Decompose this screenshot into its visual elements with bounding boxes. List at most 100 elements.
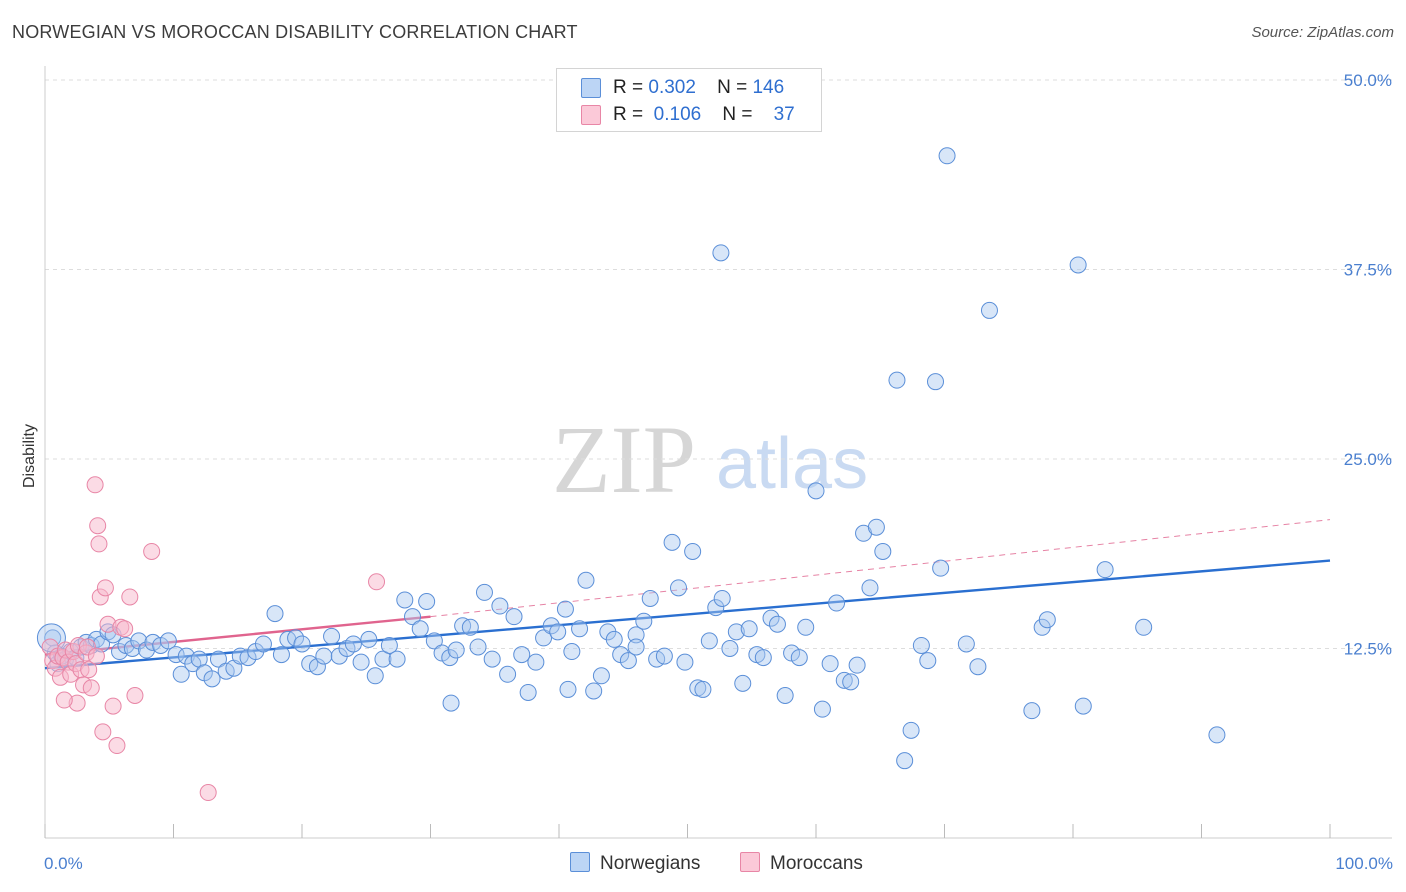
norwegians-point bbox=[315, 647, 333, 665]
norwegians-point bbox=[172, 665, 190, 683]
norwegians-point bbox=[957, 635, 975, 653]
y-tick-labels: 12.5% 25.0% 37.5% 50.0% bbox=[1344, 71, 1392, 659]
norwegians-point bbox=[374, 650, 392, 668]
norwegians-point bbox=[619, 652, 637, 670]
x-tick-label-max: 100.0% bbox=[1335, 854, 1393, 873]
moroccans-point bbox=[368, 573, 386, 591]
norwegians-legend-swatch bbox=[570, 852, 590, 872]
correlation-legend: R = 0.302 N = 146 R = 0.106 N = 37 bbox=[556, 68, 822, 132]
norwegians-point bbox=[491, 597, 509, 615]
norwegians-point bbox=[1023, 702, 1041, 720]
norwegians-point bbox=[627, 626, 645, 644]
y-tick-label: 37.5% bbox=[1344, 261, 1392, 280]
norwegians-point bbox=[287, 629, 305, 647]
norwegians-point bbox=[425, 632, 443, 650]
norwegians-point bbox=[571, 620, 589, 638]
norwegians-point bbox=[912, 636, 930, 654]
moroccans-point bbox=[80, 661, 98, 679]
legend-r-value: 0.106 bbox=[653, 104, 702, 125]
moroccans-point bbox=[121, 588, 139, 606]
norwegians-point bbox=[896, 752, 914, 770]
norwegians-point bbox=[776, 686, 794, 704]
norwegians-point bbox=[1038, 611, 1056, 629]
norwegians-point bbox=[411, 620, 429, 638]
moroccans-point bbox=[126, 686, 144, 704]
norwegians-point bbox=[542, 617, 560, 635]
norwegians-point bbox=[1135, 618, 1153, 636]
legend-item-norwegians[interactable]: Norwegians bbox=[570, 852, 700, 875]
moroccans-point bbox=[89, 517, 107, 535]
moroccans-point bbox=[82, 679, 100, 697]
legend-n-value: 146 bbox=[752, 77, 785, 98]
moroccans-point bbox=[90, 535, 108, 553]
trend-lines bbox=[44, 519, 1331, 670]
y-tick-label: 25.0% bbox=[1344, 450, 1392, 469]
watermark-atlas: atlas bbox=[716, 424, 868, 504]
norwegians-point bbox=[559, 680, 577, 698]
norwegians-point bbox=[499, 665, 517, 683]
norwegians-legend-label: Norwegians bbox=[600, 853, 701, 874]
norwegians-point bbox=[762, 609, 780, 627]
norwegians-point bbox=[888, 371, 906, 389]
norwegians-point bbox=[469, 638, 487, 656]
norwegians-point bbox=[475, 583, 493, 601]
legend-r-label: R = bbox=[613, 104, 644, 125]
moroccans-point bbox=[55, 691, 73, 709]
moroccans-point bbox=[86, 476, 104, 494]
norwegians-point bbox=[969, 658, 987, 676]
norwegians-point bbox=[254, 635, 272, 653]
norwegians-point bbox=[556, 600, 574, 618]
moroccans-point bbox=[87, 647, 105, 665]
gridlines bbox=[45, 79, 1392, 649]
norwegians-point bbox=[721, 640, 739, 657]
norwegians-point bbox=[396, 591, 414, 609]
norwegians-point bbox=[209, 650, 227, 668]
legend-r-value: 0.302 bbox=[648, 77, 696, 98]
moroccans-point bbox=[104, 697, 122, 715]
norwegians-point bbox=[388, 650, 406, 668]
norwegians-point bbox=[1069, 256, 1087, 274]
norwegians-points bbox=[36, 147, 1226, 770]
legend-item-moroccans[interactable]: Moroccans bbox=[740, 852, 863, 875]
norwegians-point bbox=[577, 571, 595, 589]
norwegians-point bbox=[585, 682, 603, 700]
norwegians-point bbox=[323, 627, 341, 645]
norwegians-point bbox=[700, 632, 718, 650]
norwegians-point bbox=[380, 636, 398, 654]
norwegians-point bbox=[768, 615, 786, 633]
norwegians-point bbox=[790, 649, 808, 667]
norwegians-point bbox=[842, 673, 860, 691]
norwegians-point bbox=[513, 646, 531, 664]
legend-r-label: R = bbox=[613, 77, 644, 98]
norwegians-point bbox=[344, 635, 362, 653]
moroccans-points bbox=[41, 476, 386, 802]
moroccans-point bbox=[143, 542, 161, 560]
norwegians-point bbox=[293, 635, 311, 653]
norwegians-point bbox=[676, 653, 694, 671]
norwegians-point bbox=[694, 680, 712, 698]
norwegians-swatch bbox=[581, 78, 601, 98]
moroccans-swatch bbox=[581, 105, 601, 125]
norwegians-point bbox=[203, 670, 221, 688]
norwegians-point bbox=[813, 700, 831, 718]
norwegians-point bbox=[592, 667, 610, 685]
norwegians-point bbox=[927, 373, 945, 391]
source-label: Source: ZipAtlas.com bbox=[1251, 24, 1394, 41]
norwegians-point bbox=[461, 618, 479, 636]
x-tick-labels: 0.0% 100.0% bbox=[44, 854, 1393, 873]
moroccans-point bbox=[94, 723, 112, 741]
norwegians-point bbox=[272, 646, 290, 664]
norwegians-point bbox=[360, 630, 378, 648]
norwegians-point bbox=[627, 638, 645, 656]
norwegians-point bbox=[563, 643, 581, 661]
moroccans-point bbox=[199, 784, 217, 802]
axes bbox=[44, 66, 1392, 839]
norwegians-point bbox=[527, 653, 545, 671]
norwegians-point bbox=[797, 618, 815, 636]
norwegians-point bbox=[707, 599, 725, 617]
norwegians-point bbox=[483, 650, 501, 668]
norwegians-point bbox=[418, 593, 436, 611]
norwegians-point bbox=[266, 605, 284, 623]
y-axis-label: Disability bbox=[21, 424, 38, 488]
